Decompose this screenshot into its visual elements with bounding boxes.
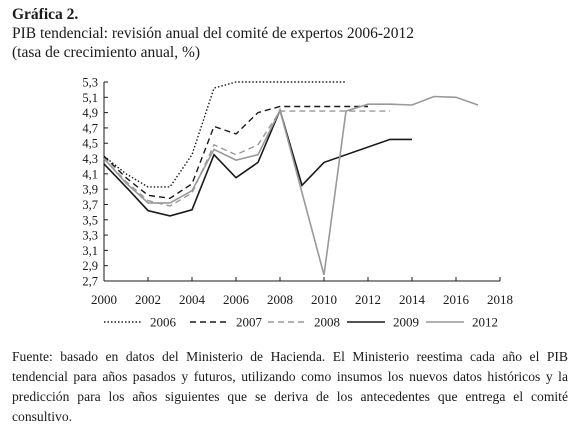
series-line-2007: [103, 105, 368, 200]
y-tick-label: 4,7: [82, 121, 98, 135]
x-tick-label: 2014: [399, 292, 426, 307]
figure-subtitle: (tasa de crecimiento anual, %): [12, 44, 201, 61]
source-note: Fuente: basado en datos del Ministerio d…: [12, 349, 568, 424]
x-tick-label: 2016: [443, 292, 470, 307]
legend-label-2009: 2009: [393, 315, 419, 330]
y-tick-label: 4,3: [82, 152, 98, 166]
series-line-2009: [103, 107, 412, 217]
legend-label-2006: 2006: [150, 315, 177, 330]
y-tick-label: 2,9: [82, 259, 98, 273]
y-tick-label: 2,7: [82, 275, 98, 289]
y-tick-label: 3,5: [82, 213, 98, 227]
figure-label: Gráfica 2.: [12, 6, 79, 23]
y-tick-label: 3,7: [82, 198, 98, 212]
figure-heading: Gráfica 2. PIB tendencial: revisión anua…: [12, 5, 567, 62]
x-tick-label: 2006: [223, 292, 250, 307]
x-tick-label: 2008: [267, 292, 293, 307]
x-tick-label: 2010: [311, 292, 337, 307]
line-chart: 5,35,14,94,7 4,54,34,1 3,93,73,5 3,33,12,9 2…: [82, 76, 513, 330]
legend-label-2008: 2008: [314, 315, 340, 330]
x-tick-label: 2000: [91, 292, 117, 307]
chart-legend: 2006 2007 2008 2009 2012: [104, 315, 498, 330]
legend-label-2012: 2012: [472, 315, 498, 330]
y-tick-label: 5,3: [82, 76, 98, 90]
y-tick-label: 3,3: [82, 229, 98, 243]
series-line-2012: [103, 95, 479, 276]
series-line-2006: [103, 81, 346, 188]
y-tick-label: 4,9: [82, 106, 98, 120]
chart-series: [103, 81, 479, 276]
y-tick-label: 4,5: [82, 137, 98, 151]
x-tick-label: 2018: [487, 292, 513, 307]
chart-axes: 5,35,14,94,7 4,54,34,1 3,93,73,5 3,33,12,9 2…: [82, 76, 513, 308]
series-line-2008: [103, 110, 390, 207]
x-tick-label: 2012: [355, 292, 381, 307]
y-tick-label: 4,1: [82, 167, 98, 181]
x-tick-label: 2002: [135, 292, 161, 307]
y-tick-label: 5,1: [82, 91, 98, 105]
legend-label-2007: 2007: [236, 315, 263, 330]
y-tick-label: 3,1: [82, 244, 98, 258]
x-tick-label: 2004: [179, 292, 206, 307]
figure-title: PIB tendencial: revisión anual del comit…: [12, 25, 415, 42]
y-tick-label: 3,9: [82, 183, 98, 197]
